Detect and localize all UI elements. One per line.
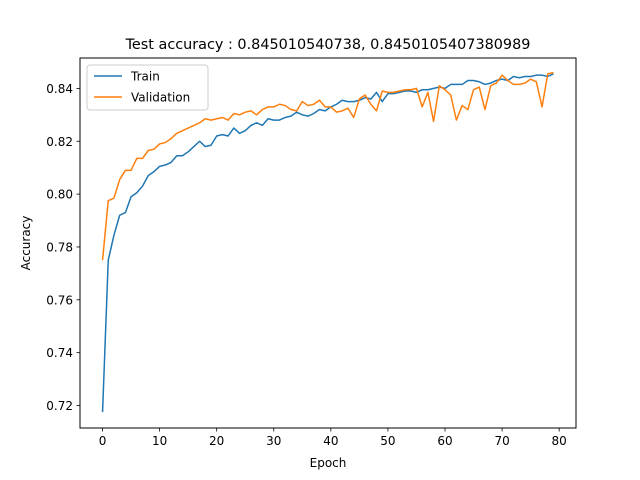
y-axis: 0.72 0.74 0.76 0.78 0.80 0.82 0.84 (46, 82, 80, 413)
x-axis: 0 10 20 30 40 50 60 70 80 (99, 428, 567, 448)
x-tick-label: 0 (99, 434, 107, 448)
legend: Train Validation (86, 64, 209, 111)
y-tick-label: 0.78 (46, 240, 73, 254)
x-tick-label: 60 (437, 434, 452, 448)
x-tick-label: 80 (552, 434, 567, 448)
x-tick-label: 10 (152, 434, 167, 448)
legend-label-validation: Validation (131, 91, 190, 105)
y-tick-label: 0.80 (46, 188, 73, 202)
y-tick-label: 0.76 (46, 293, 73, 307)
y-tick-label: 0.74 (46, 346, 73, 360)
series-line-train (101, 73, 554, 413)
y-tick-label: 0.72 (46, 399, 73, 413)
legend-label-train: Train (130, 70, 160, 84)
y-tick-label: 0.82 (46, 135, 73, 149)
series-line-validation (101, 71, 554, 261)
x-tick-label: 20 (209, 434, 224, 448)
x-tick-label: 30 (266, 434, 281, 448)
axes-frame (79, 57, 577, 429)
x-axis-label: Epoch (310, 456, 347, 470)
plot-area (101, 71, 554, 413)
x-tick-label: 40 (323, 434, 338, 448)
y-axis-label: Accuracy (19, 216, 33, 271)
x-tick-label: 50 (380, 434, 395, 448)
x-tick-label: 70 (494, 434, 509, 448)
chart-title: Test accuracy : 0.845010540738, 0.845010… (125, 37, 531, 53)
y-tick-label: 0.84 (46, 82, 73, 96)
